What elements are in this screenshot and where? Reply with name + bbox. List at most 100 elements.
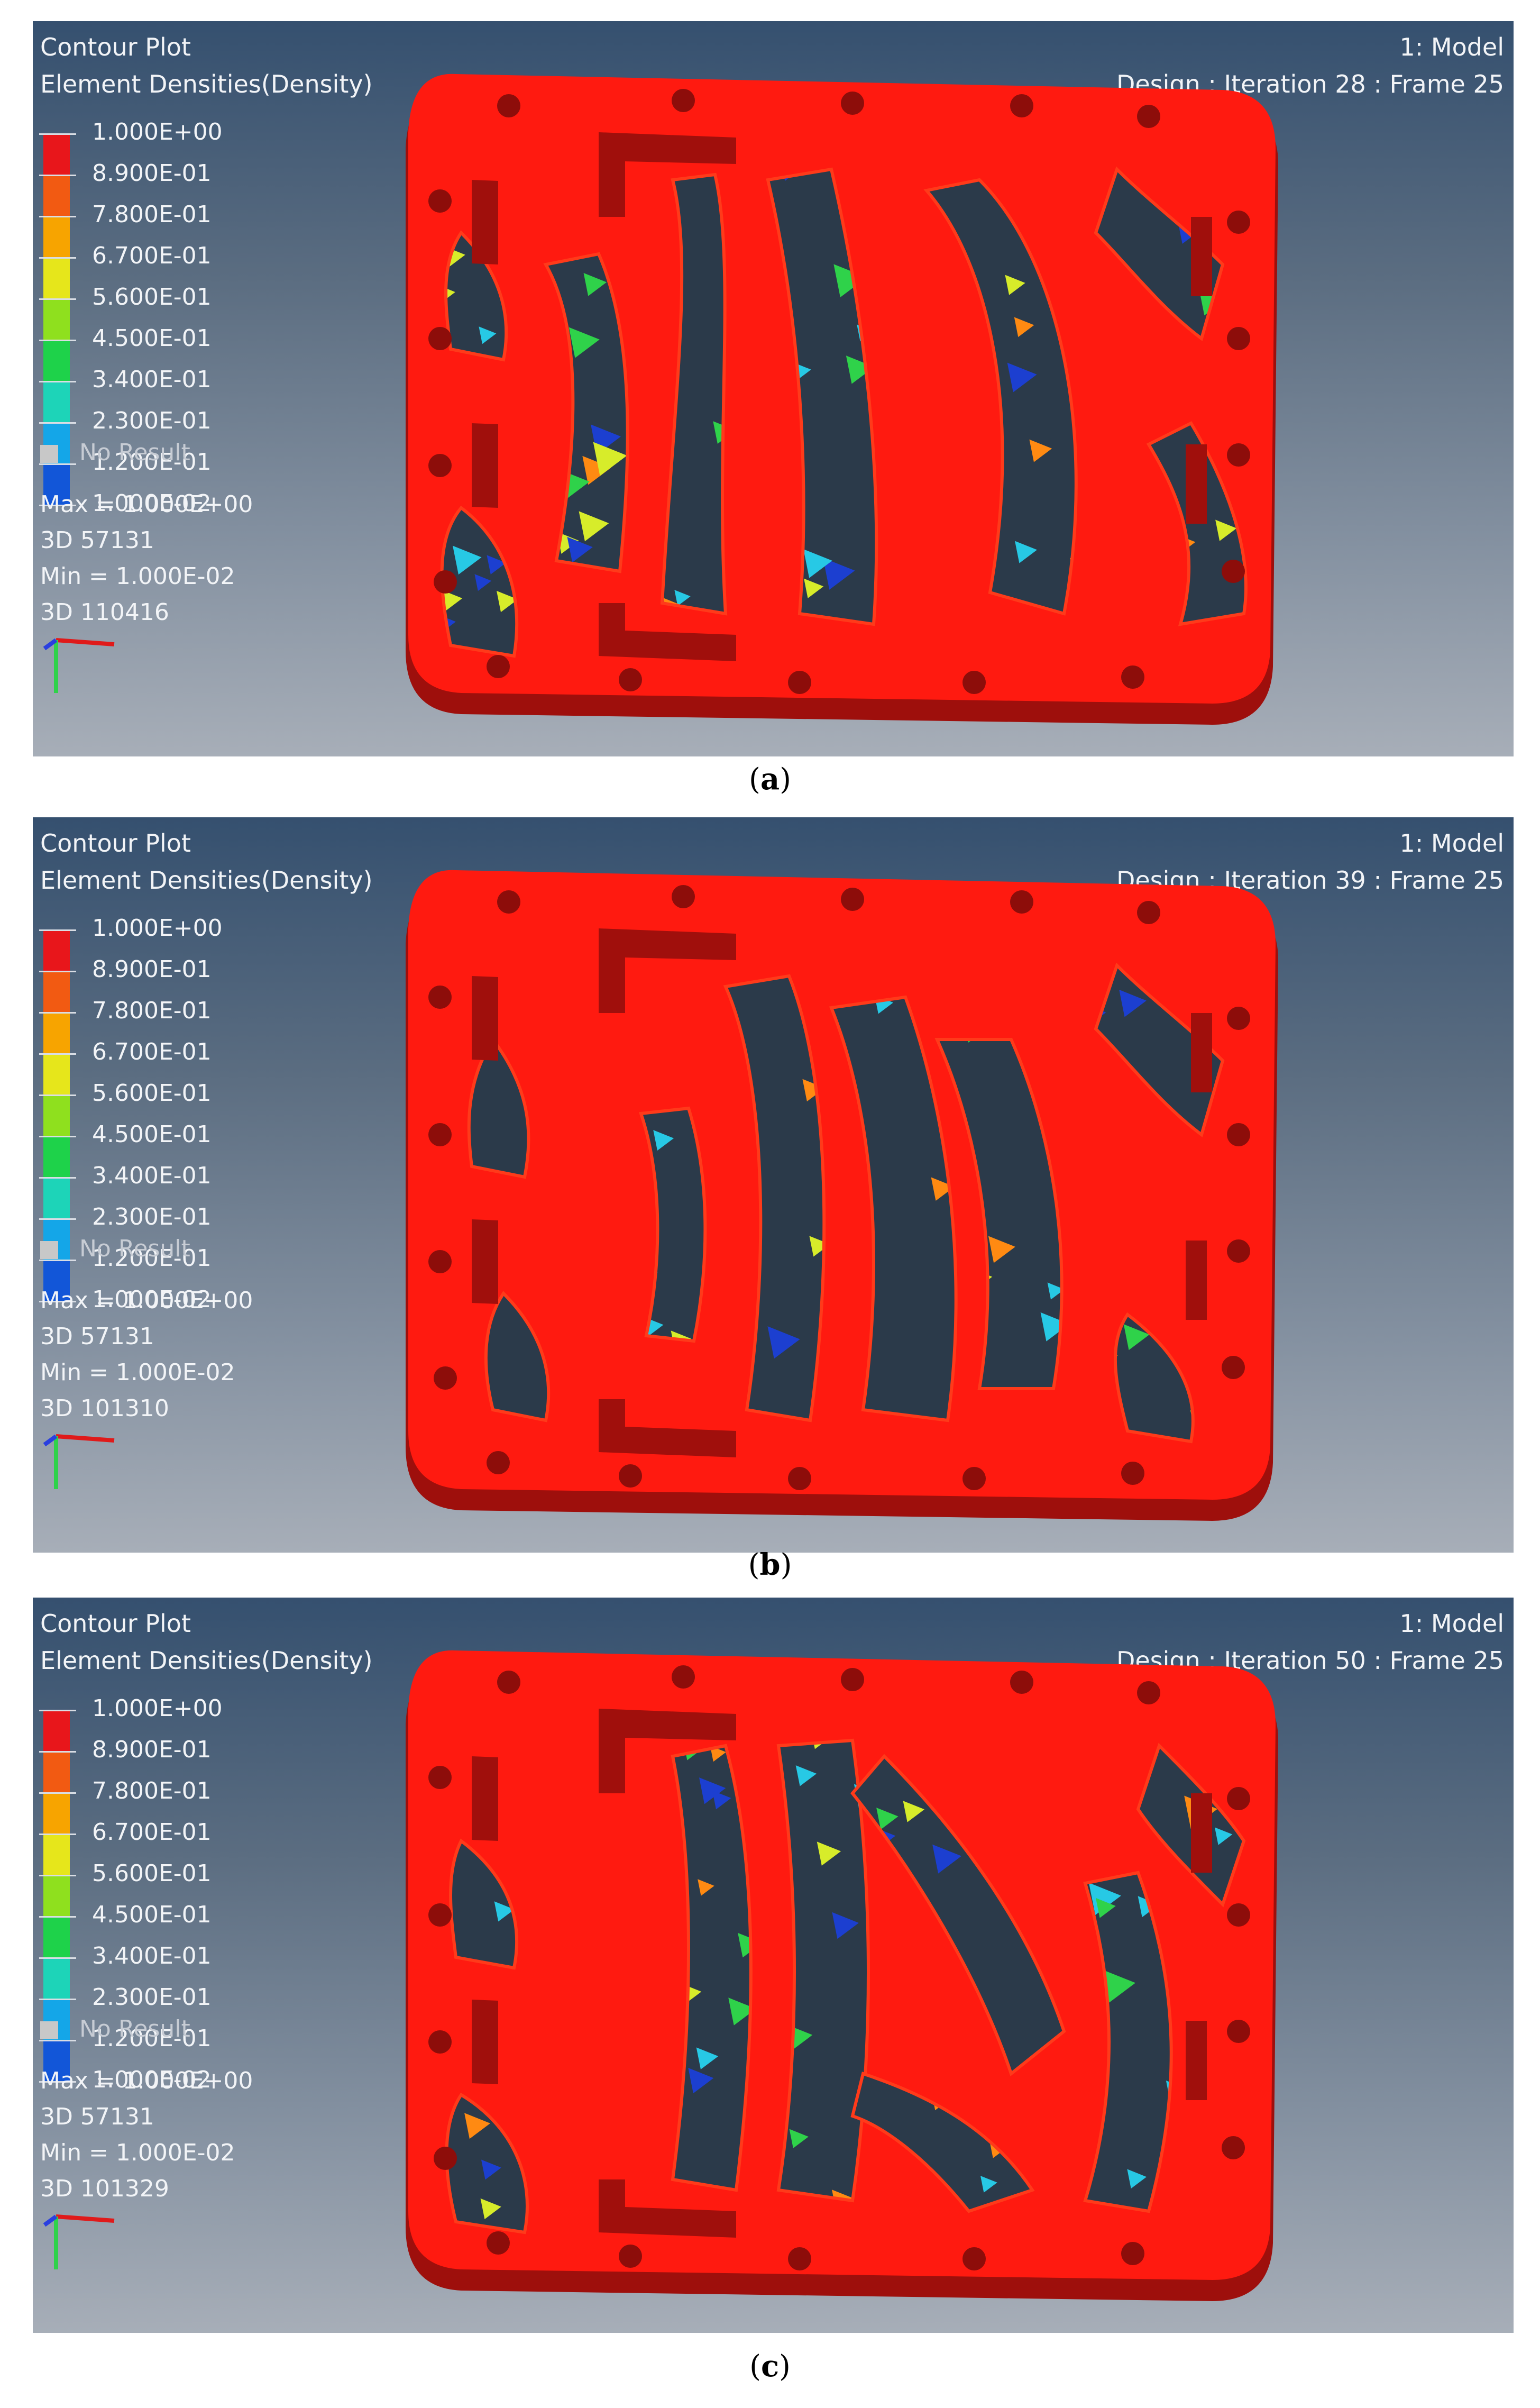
density-element xyxy=(1261,1525,1290,1537)
caption-c: (c) xyxy=(749,2349,791,2384)
bolt-hole xyxy=(672,89,695,112)
legend-band xyxy=(43,1834,70,1875)
density-element xyxy=(1032,855,1053,876)
bolt-hole xyxy=(1227,327,1250,350)
density-element xyxy=(1267,877,1291,901)
density-element xyxy=(811,861,828,878)
density-element xyxy=(1285,164,1305,185)
density-element xyxy=(769,717,797,741)
density-element xyxy=(913,2306,937,2317)
region-edge xyxy=(1113,1312,1195,1444)
legend-tick xyxy=(39,1136,76,1137)
density-element xyxy=(435,845,460,870)
density-element xyxy=(494,1901,515,1922)
density-element xyxy=(735,725,762,741)
density-element xyxy=(1255,1516,1272,1532)
density-element xyxy=(980,2176,997,2193)
legend-band xyxy=(43,1260,70,1301)
void-background xyxy=(726,976,824,1420)
density-element xyxy=(1288,1712,1307,1743)
density-element xyxy=(1198,55,1223,79)
bolt-hole xyxy=(788,1467,811,1490)
density-element xyxy=(1285,1377,1304,1395)
legend-tick-label: 6.700E-01 xyxy=(92,1819,212,1846)
legend-tick-label: 6.700E-01 xyxy=(92,242,212,269)
density-element xyxy=(1284,1663,1307,1687)
density-element xyxy=(653,1130,674,1151)
density-element xyxy=(1288,381,1307,411)
region-edge xyxy=(934,1038,1064,1390)
density-element xyxy=(1286,339,1307,363)
model-label: 1: Model xyxy=(1399,1609,1505,1638)
density-plate-model[interactable] xyxy=(398,1619,1307,2317)
density-element xyxy=(1285,1290,1307,1316)
density-element xyxy=(399,57,415,73)
density-element xyxy=(1288,471,1307,502)
bolt-hole xyxy=(619,1464,642,1488)
contour-viewport-c[interactable]: Contour Plot Element Densities(Density) … xyxy=(33,1598,1514,2333)
bolt-hole xyxy=(1137,1681,1160,1704)
density-element xyxy=(1014,317,1034,338)
density-element xyxy=(1291,1927,1307,1958)
density-element xyxy=(832,1912,859,1939)
density-plate-model[interactable] xyxy=(398,42,1307,741)
bolt-hole xyxy=(487,2231,510,2255)
legend-tick xyxy=(39,1053,76,1055)
bolt-hole xyxy=(434,570,457,594)
density-element xyxy=(487,838,503,855)
density-element xyxy=(1296,2263,1307,2279)
legend-tick-label: 1.000E-02 xyxy=(92,2066,212,2093)
density-element xyxy=(838,45,855,62)
legend-tick-label: 8.900E-01 xyxy=(92,1736,212,1763)
legend-tick xyxy=(39,175,76,176)
density-element xyxy=(578,843,603,869)
model-label: 1: Model xyxy=(1399,829,1505,858)
density-element xyxy=(1286,1746,1307,1767)
density-element xyxy=(732,58,751,77)
density-element xyxy=(1189,840,1215,866)
density-element xyxy=(806,718,824,736)
density-element xyxy=(1032,852,1061,881)
contour-viewport-b[interactable]: Contour Plot Element Densities(Density) … xyxy=(33,817,1514,1553)
density-element xyxy=(497,590,517,613)
density-element xyxy=(921,719,943,741)
void-background xyxy=(1085,1873,1171,2211)
density-element xyxy=(1296,1481,1307,1506)
density-element xyxy=(1116,861,1138,882)
density-element xyxy=(887,57,913,83)
void-background xyxy=(852,1756,1064,2074)
contour-viewport-a[interactable]: Contour Plot Element Densities(Density) … xyxy=(33,21,1514,756)
legend-tick-label: 7.800E-01 xyxy=(92,997,212,1024)
density-element xyxy=(855,2306,882,2317)
bolt-hole xyxy=(497,94,520,117)
density-element xyxy=(1290,2076,1307,2095)
legend-tick xyxy=(39,422,76,424)
bolt-hole xyxy=(434,2147,457,2170)
plate-svg xyxy=(406,1619,1307,2317)
slot-cutout xyxy=(599,132,736,217)
density-element xyxy=(1278,1520,1303,1537)
density-element xyxy=(1123,1324,1150,1351)
slot-cutout xyxy=(1186,1241,1207,1320)
plate-svg xyxy=(406,838,1307,1537)
density-element xyxy=(1248,59,1279,90)
triad-svg xyxy=(43,1434,115,1489)
density-plate-model[interactable] xyxy=(398,838,1307,1537)
density-element xyxy=(1284,1460,1301,1477)
bolt-hole xyxy=(1227,1787,1250,1810)
region-edge xyxy=(1136,1743,1246,1908)
density-element xyxy=(1280,1679,1307,1708)
density-element xyxy=(493,841,515,862)
density-element xyxy=(882,2297,901,2316)
slot-cutout xyxy=(1186,2021,1207,2100)
density-element xyxy=(1291,269,1307,297)
legend-tick-label: 1.000E+00 xyxy=(92,118,223,145)
density-element xyxy=(421,45,450,73)
density-element xyxy=(1121,849,1154,882)
density-element xyxy=(622,716,651,741)
density-element xyxy=(945,1619,978,1652)
density-element xyxy=(467,2297,494,2317)
bolt-hole xyxy=(1121,2242,1144,2265)
density-element xyxy=(1204,1522,1225,1537)
min-value: Min = 1.000E-02 xyxy=(40,1359,235,1386)
